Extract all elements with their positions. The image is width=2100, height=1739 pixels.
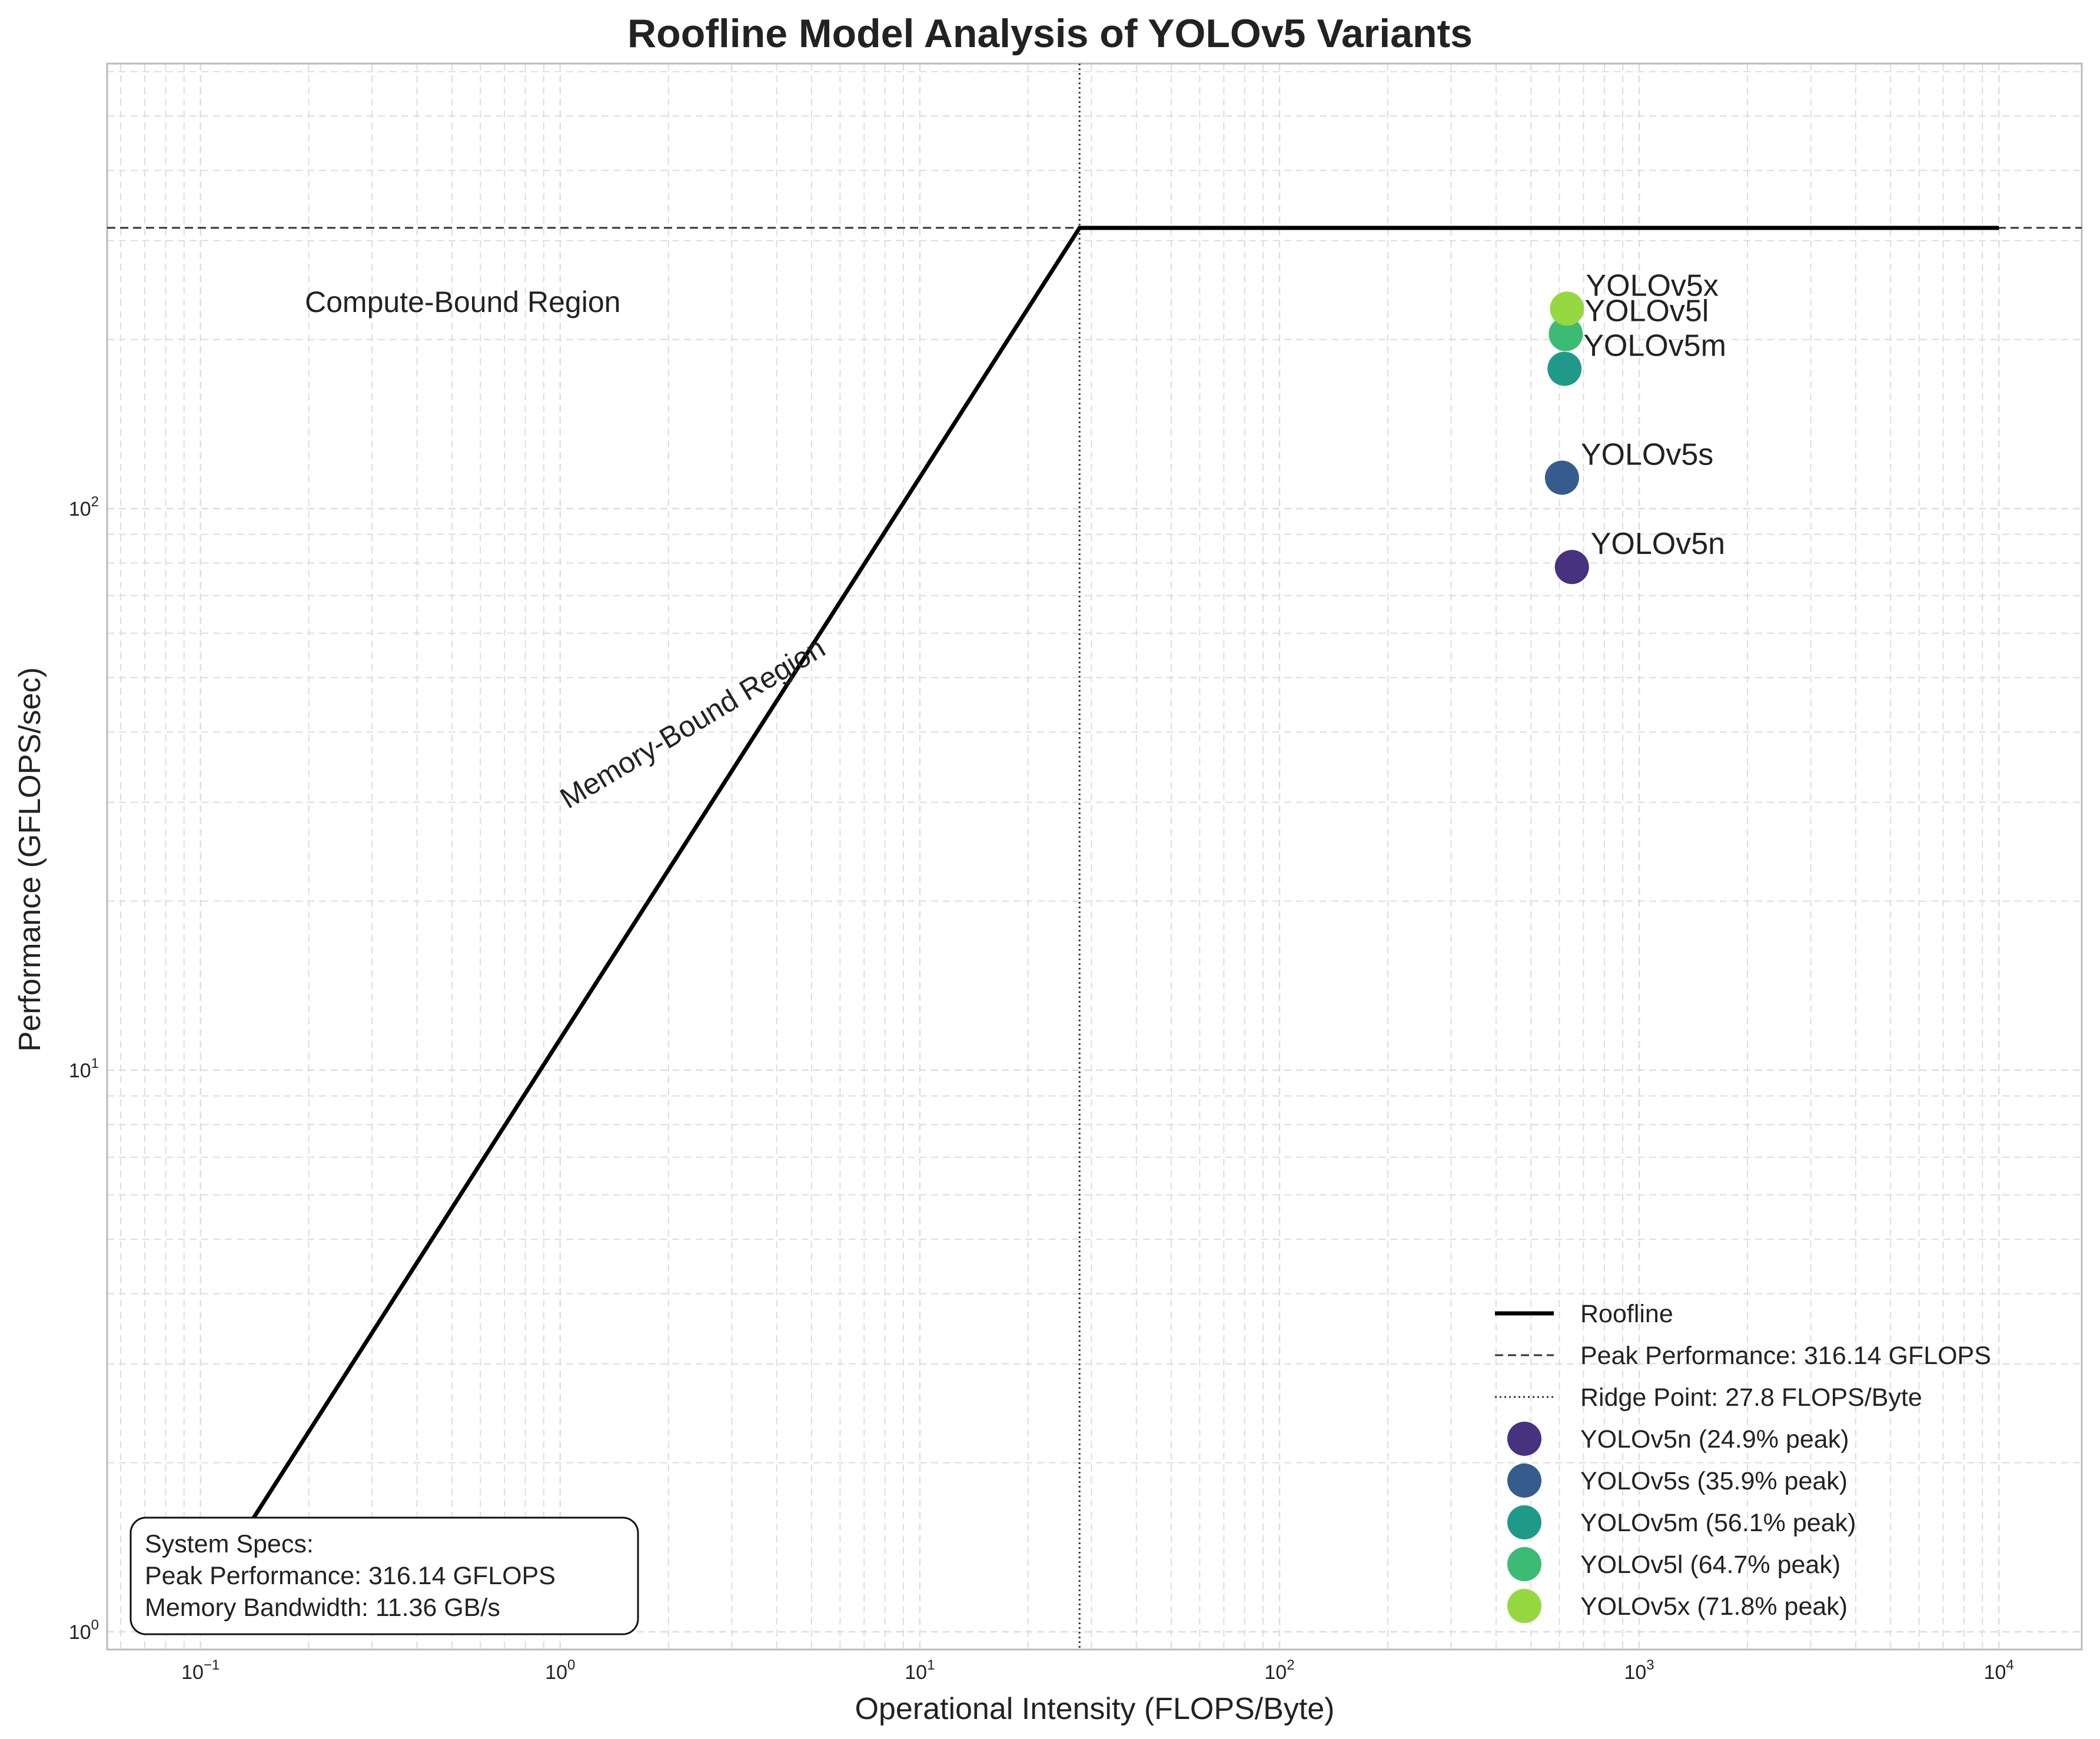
legend-label-YOLOv5x: YOLOv5x (71.8% peak) (1580, 1592, 1848, 1621)
data-point-label-YOLOv5s: YOLOv5s (1581, 437, 1713, 472)
x-tick-label: 103 (1624, 1657, 1654, 1684)
legend: Roofline Peak Performance: 316.14 GFLOPS… (1495, 1300, 1991, 1623)
x-tick-label: 101 (905, 1657, 935, 1684)
data-point-label-YOLOv5n: YOLOv5n (1591, 527, 1725, 561)
axis-ticks: 10−1 100 101 102 103 104 100 101 102 (69, 494, 2014, 1684)
specs-frame (129, 1516, 639, 1635)
x-tick-label: 104 (1984, 1657, 2014, 1684)
data-point-YOLOv5x (1550, 291, 1584, 326)
specs-line-3: Memory Bandwidth: 11.36 GB/s (145, 1594, 500, 1622)
data-point-label-YOLOv5m: YOLOv5m (1583, 328, 1726, 363)
y-axis-label: Performance (GFLOPS/sec) (13, 667, 47, 1051)
legend-marker-YOLOv5l (1507, 1547, 1541, 1581)
legend-peak-label: Peak Performance: 316.14 GFLOPS (1580, 1342, 1991, 1370)
specs-line-2: Peak Performance: 316.14 GFLOPS (145, 1562, 556, 1590)
data-point-YOLOv5l (1549, 317, 1583, 351)
legend-label-YOLOv5l: YOLOv5l (64.7% peak) (1580, 1551, 1840, 1579)
legend-marker-YOLOv5n (1507, 1422, 1541, 1456)
legend-marker-YOLOv5m (1507, 1505, 1541, 1539)
roofline-curve (198, 225, 1999, 1602)
roofline (198, 225, 1999, 1602)
system-specs-box: System Specs: Peak Performance: 316.14 G… (129, 1516, 639, 1635)
data-point-YOLOv5s (1544, 460, 1579, 495)
legend-label-YOLOv5n: YOLOv5n (24.9% peak) (1580, 1425, 1849, 1453)
grid (107, 64, 2082, 1650)
compute-region-label: Compute-Bound Region (305, 286, 620, 318)
legend-marker-YOLOv5s (1507, 1463, 1541, 1498)
x-axis-label: Operational Intensity (FLOPS/Byte) (855, 1692, 1334, 1726)
data-point-label-YOLOv5x: YOLOv5x (1586, 268, 1718, 303)
legend-marker-YOLOv5x (1507, 1589, 1541, 1623)
chart-title: Roofline Model Analysis of YOLOv5 Varian… (627, 11, 1473, 56)
legend-series: YOLOv5n (24.9% peak) YOLOv5s (35.9% peak)… (1507, 1422, 1856, 1623)
legend-ridge-label: Ridge Point: 27.8 FLOPS/Byte (1580, 1383, 1922, 1412)
x-tick-label: 10−1 (181, 1657, 220, 1684)
data-point-YOLOv5m (1547, 351, 1582, 386)
x-tick-label: 100 (545, 1657, 575, 1684)
legend-label-YOLOv5s: YOLOv5s (35.9% peak) (1580, 1467, 1848, 1495)
data-point-YOLOv5n (1554, 550, 1589, 585)
legend-roofline-label: Roofline (1580, 1300, 1673, 1328)
y-tick-label: 100 (69, 1617, 99, 1644)
memory-region-label: Memory-Bound Region (554, 631, 831, 815)
plot-frame (106, 62, 2083, 1651)
region-annotations: Compute-Bound Region Memory-Bound Region (305, 286, 830, 815)
y-tick-label: 102 (69, 494, 99, 520)
legend-label-YOLOv5m: YOLOv5m (56.1% peak) (1580, 1509, 1856, 1537)
specs-line-1: System Specs: (145, 1530, 314, 1558)
data-point-label-YOLOv5l: YOLOv5l (1584, 294, 1709, 328)
y-tick-label: 101 (69, 1056, 99, 1082)
x-tick-label: 102 (1264, 1657, 1294, 1684)
